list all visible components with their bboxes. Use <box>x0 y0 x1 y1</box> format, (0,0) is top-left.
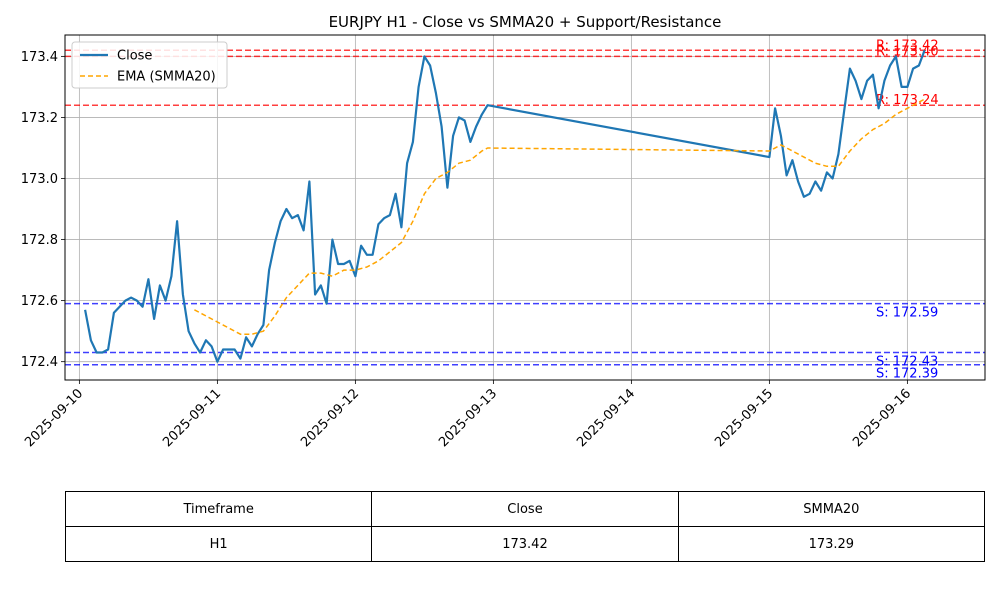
table-header-cell: Timeframe <box>64 491 373 527</box>
support-label: S: 172.39 <box>876 367 938 382</box>
resistance-label: R: 173.24 <box>876 93 939 108</box>
support-resistance-levels: R: 173.42R: 173.40 R: 173.24 S: 172.59 S: 1… <box>65 38 985 382</box>
legend: Close EMA (SMMA20) <box>71 41 228 89</box>
resistance-label: R: 173.40 <box>876 44 939 59</box>
y-tick-label: 173.2 <box>21 111 58 126</box>
axes: 2025-09-10 2025-09-11 2025-09-12 2025-09-13… <box>21 50 914 450</box>
x-tick-label: 2025-09-14 <box>574 386 638 450</box>
table-cell: H1 <box>64 526 373 562</box>
support-label: S: 172.59 <box>876 306 938 321</box>
x-tick-label: 2025-09-10 <box>22 386 86 450</box>
table-header-cell: SMMA20 <box>677 491 986 527</box>
x-tick-label: 2025-09-12 <box>298 386 362 450</box>
table-cell: 173.29 <box>677 526 986 562</box>
legend-label: Close <box>117 49 152 64</box>
y-tick-label: 173.0 <box>21 172 58 187</box>
y-tick-label: 172.8 <box>21 233 58 248</box>
table-header-row: Timeframe Close SMMA20 <box>64 491 986 527</box>
table-header-cell: Close <box>371 491 679 527</box>
plot-frame <box>64 34 986 381</box>
close-series-line <box>84 49 926 363</box>
chart-title: EURJPY H1 - Close vs SMMA20 + Support/Re… <box>329 13 722 31</box>
y-tick-label: 172.4 <box>21 355 58 370</box>
x-tick-label: 2025-09-16 <box>850 386 914 450</box>
y-tick-label: 173.4 <box>21 50 58 65</box>
legend-box <box>71 41 228 89</box>
x-tick-label: 2025-09-11 <box>160 386 224 450</box>
summary-table: Timeframe Close SMMA20 H1 173.42 173.29 <box>64 491 986 562</box>
table-row: H1 173.42 173.29 <box>64 526 986 562</box>
y-tick-label: 172.6 <box>21 294 58 309</box>
series-lines <box>84 49 926 363</box>
ema-series-line <box>194 98 925 335</box>
resistance-label: R: 173.42 <box>876 38 939 53</box>
legend-label: EMA (SMMA20) <box>117 70 216 85</box>
x-tick-label: 2025-09-15 <box>712 386 776 450</box>
x-tick-label: 2025-09-13 <box>436 386 500 450</box>
support-label: S: 172.43 <box>876 355 938 370</box>
table-cell: 173.42 <box>371 526 679 562</box>
chart: EURJPY H1 - Close vs SMMA20 + Support/Re… <box>21 13 986 450</box>
